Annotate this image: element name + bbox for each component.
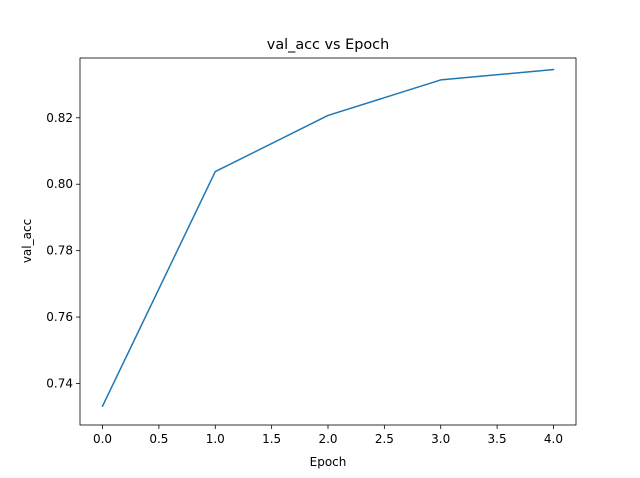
y-tick-label: 0.76 (46, 310, 73, 324)
x-axis-label: Epoch (310, 455, 347, 469)
x-tick-label: 2.0 (318, 432, 337, 446)
y-tick-label: 0.80 (46, 177, 73, 191)
y-tick-label: 0.82 (46, 111, 73, 125)
x-tick-label: 0.5 (149, 432, 168, 446)
plot-area: 0.0 0.5 1.0 1.5 2.0 2.5 3.0 3.5 4.0 0.74 0.76 0.78 0… (46, 57, 577, 446)
chart-title: val_acc vs Epoch (267, 37, 389, 53)
y-tick-label: 0.74 (46, 376, 73, 390)
x-tick-label: 1.5 (262, 432, 281, 446)
x-tick-label: 0.0 (93, 432, 112, 446)
x-tick-label: 3.5 (488, 432, 507, 446)
y-axis-label: val_acc (20, 219, 34, 263)
plot-frame (79, 57, 577, 426)
x-tick-label: 3.0 (431, 432, 450, 446)
x-tick-label: 4.0 (544, 432, 563, 446)
series-line-0 (101, 68, 555, 408)
y-tick-label: 0.78 (46, 244, 73, 258)
x-tick-label: 1.0 (206, 432, 225, 446)
x-tick-label: 2.5 (375, 432, 394, 446)
